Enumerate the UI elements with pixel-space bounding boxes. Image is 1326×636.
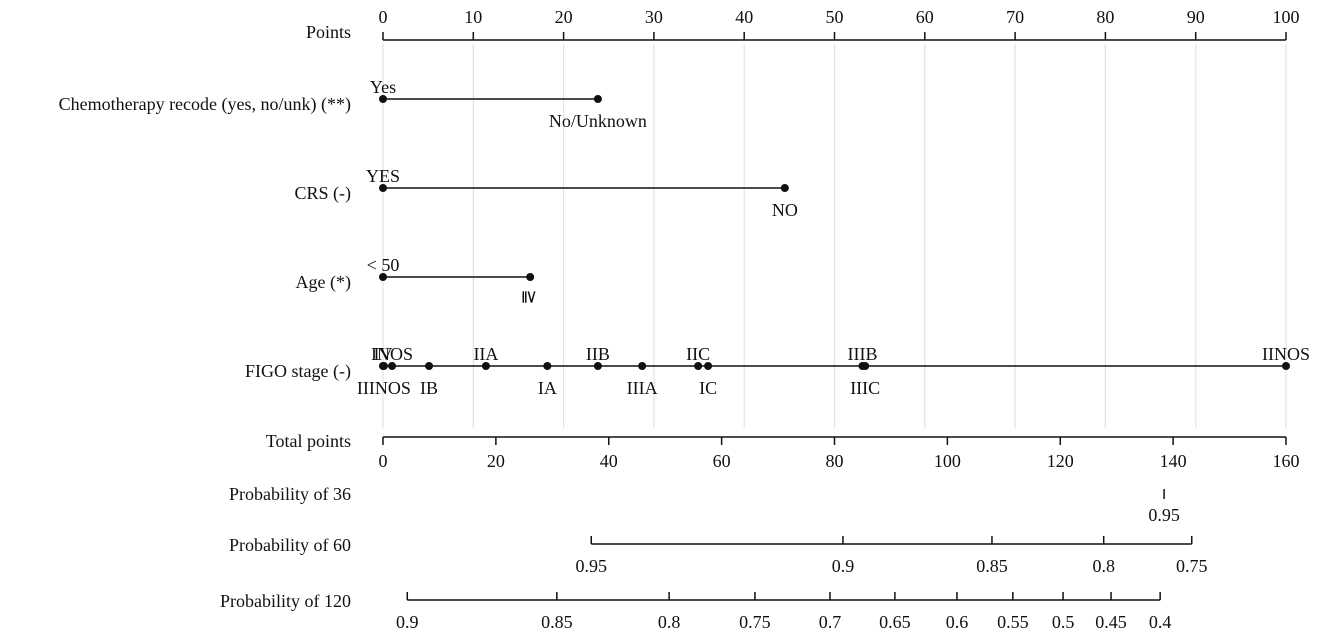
tick-label: 30: [645, 7, 663, 27]
variable-label: FIGO stage (-): [245, 361, 351, 382]
level-point: [638, 362, 647, 370]
level-point: [379, 362, 388, 370]
tick-label: 50: [826, 7, 844, 27]
level-label: YES: [366, 166, 400, 186]
tick-label: 0.85: [541, 612, 573, 632]
axis-label: Total points: [266, 431, 351, 451]
level-label: IIINOS: [357, 378, 411, 398]
level-point: [861, 362, 870, 370]
level-point: [543, 362, 552, 370]
tick-label: 80: [826, 451, 844, 471]
tick-label: 90: [1187, 7, 1205, 27]
level-point: [425, 362, 434, 370]
tick-label: 0.95: [576, 556, 608, 576]
tick-label: 20: [487, 451, 505, 471]
level-point: [593, 95, 602, 103]
tick-label: 0: [379, 7, 388, 27]
level-label: IV: [374, 344, 393, 364]
level-label: IA: [538, 378, 557, 398]
axis-label: Points: [306, 22, 351, 42]
tick-label: 0: [379, 451, 388, 471]
tick-label: 0.6: [946, 612, 969, 632]
level-label: Yes: [370, 77, 396, 97]
level-point: [379, 95, 387, 103]
level-point: [780, 184, 789, 192]
level-label: IIIA: [627, 378, 658, 398]
level-label: IIA: [473, 344, 498, 364]
tick-label: 70: [1006, 7, 1024, 27]
tick-label: 10: [464, 7, 482, 27]
level-point: [481, 362, 490, 370]
level-point: [593, 362, 602, 370]
tick-label: 140: [1160, 451, 1187, 471]
tick-label: 0.85: [976, 556, 1008, 576]
level-label: < 50: [367, 255, 400, 275]
level-point: [379, 273, 387, 281]
tick-label: 0.75: [739, 612, 771, 632]
level-label: IINOS: [1262, 344, 1310, 364]
level-label: INOS: [371, 344, 413, 364]
tick-label: 0.4: [1149, 612, 1172, 632]
tick-label: 0.9: [832, 556, 855, 576]
level-label: IIB: [586, 344, 610, 364]
tick-label: 0.9: [396, 612, 419, 632]
level-label: IIC: [686, 344, 710, 364]
level-label: NO: [772, 200, 798, 220]
tick-label: 160: [1273, 451, 1300, 471]
scale-label: Probability of 60: [229, 535, 351, 555]
tick-label: 100: [934, 451, 961, 471]
tick-label: 0.8: [658, 612, 681, 632]
variable-label: Age (*): [296, 272, 351, 293]
tick-label: 0.7: [819, 612, 842, 632]
tick-label: 0.8: [1092, 556, 1115, 576]
tick-label: 40: [600, 451, 618, 471]
tick-label: 40: [735, 7, 753, 27]
tick-label: 80: [1096, 7, 1114, 27]
level-label: IB: [420, 378, 438, 398]
tick-label: 60: [713, 451, 731, 471]
tick-label: 100: [1273, 7, 1300, 27]
level-point: [526, 273, 535, 281]
tick-label: 120: [1047, 451, 1074, 471]
tick-label: 0.95: [1148, 505, 1180, 525]
level-point: [388, 362, 397, 370]
level-point: [704, 362, 713, 370]
tick-label: 20: [555, 7, 573, 27]
tick-label: 0.45: [1095, 612, 1127, 632]
tick-label: 0.55: [997, 612, 1029, 632]
tick-label: 0.75: [1176, 556, 1208, 576]
tick-label: 0.65: [879, 612, 911, 632]
scale-label: Probability of 120: [220, 591, 351, 611]
level-label: ≧: [520, 289, 540, 304]
level-label: IIIB: [847, 344, 877, 364]
tick-label: 60: [916, 7, 934, 27]
level-label: No/Unknown: [549, 111, 647, 131]
variable-label: CRS (-): [294, 183, 351, 204]
scale-label: Probability of 36: [229, 484, 351, 504]
tick-label: 0.5: [1052, 612, 1075, 632]
level-label: IIIC: [850, 378, 880, 398]
level-point: [379, 184, 387, 192]
level-point: [694, 362, 703, 370]
variable-label: Chemotherapy recode (yes, no/unk) (**): [59, 94, 351, 115]
level-label: IC: [699, 378, 717, 398]
level-point: [1282, 362, 1290, 370]
